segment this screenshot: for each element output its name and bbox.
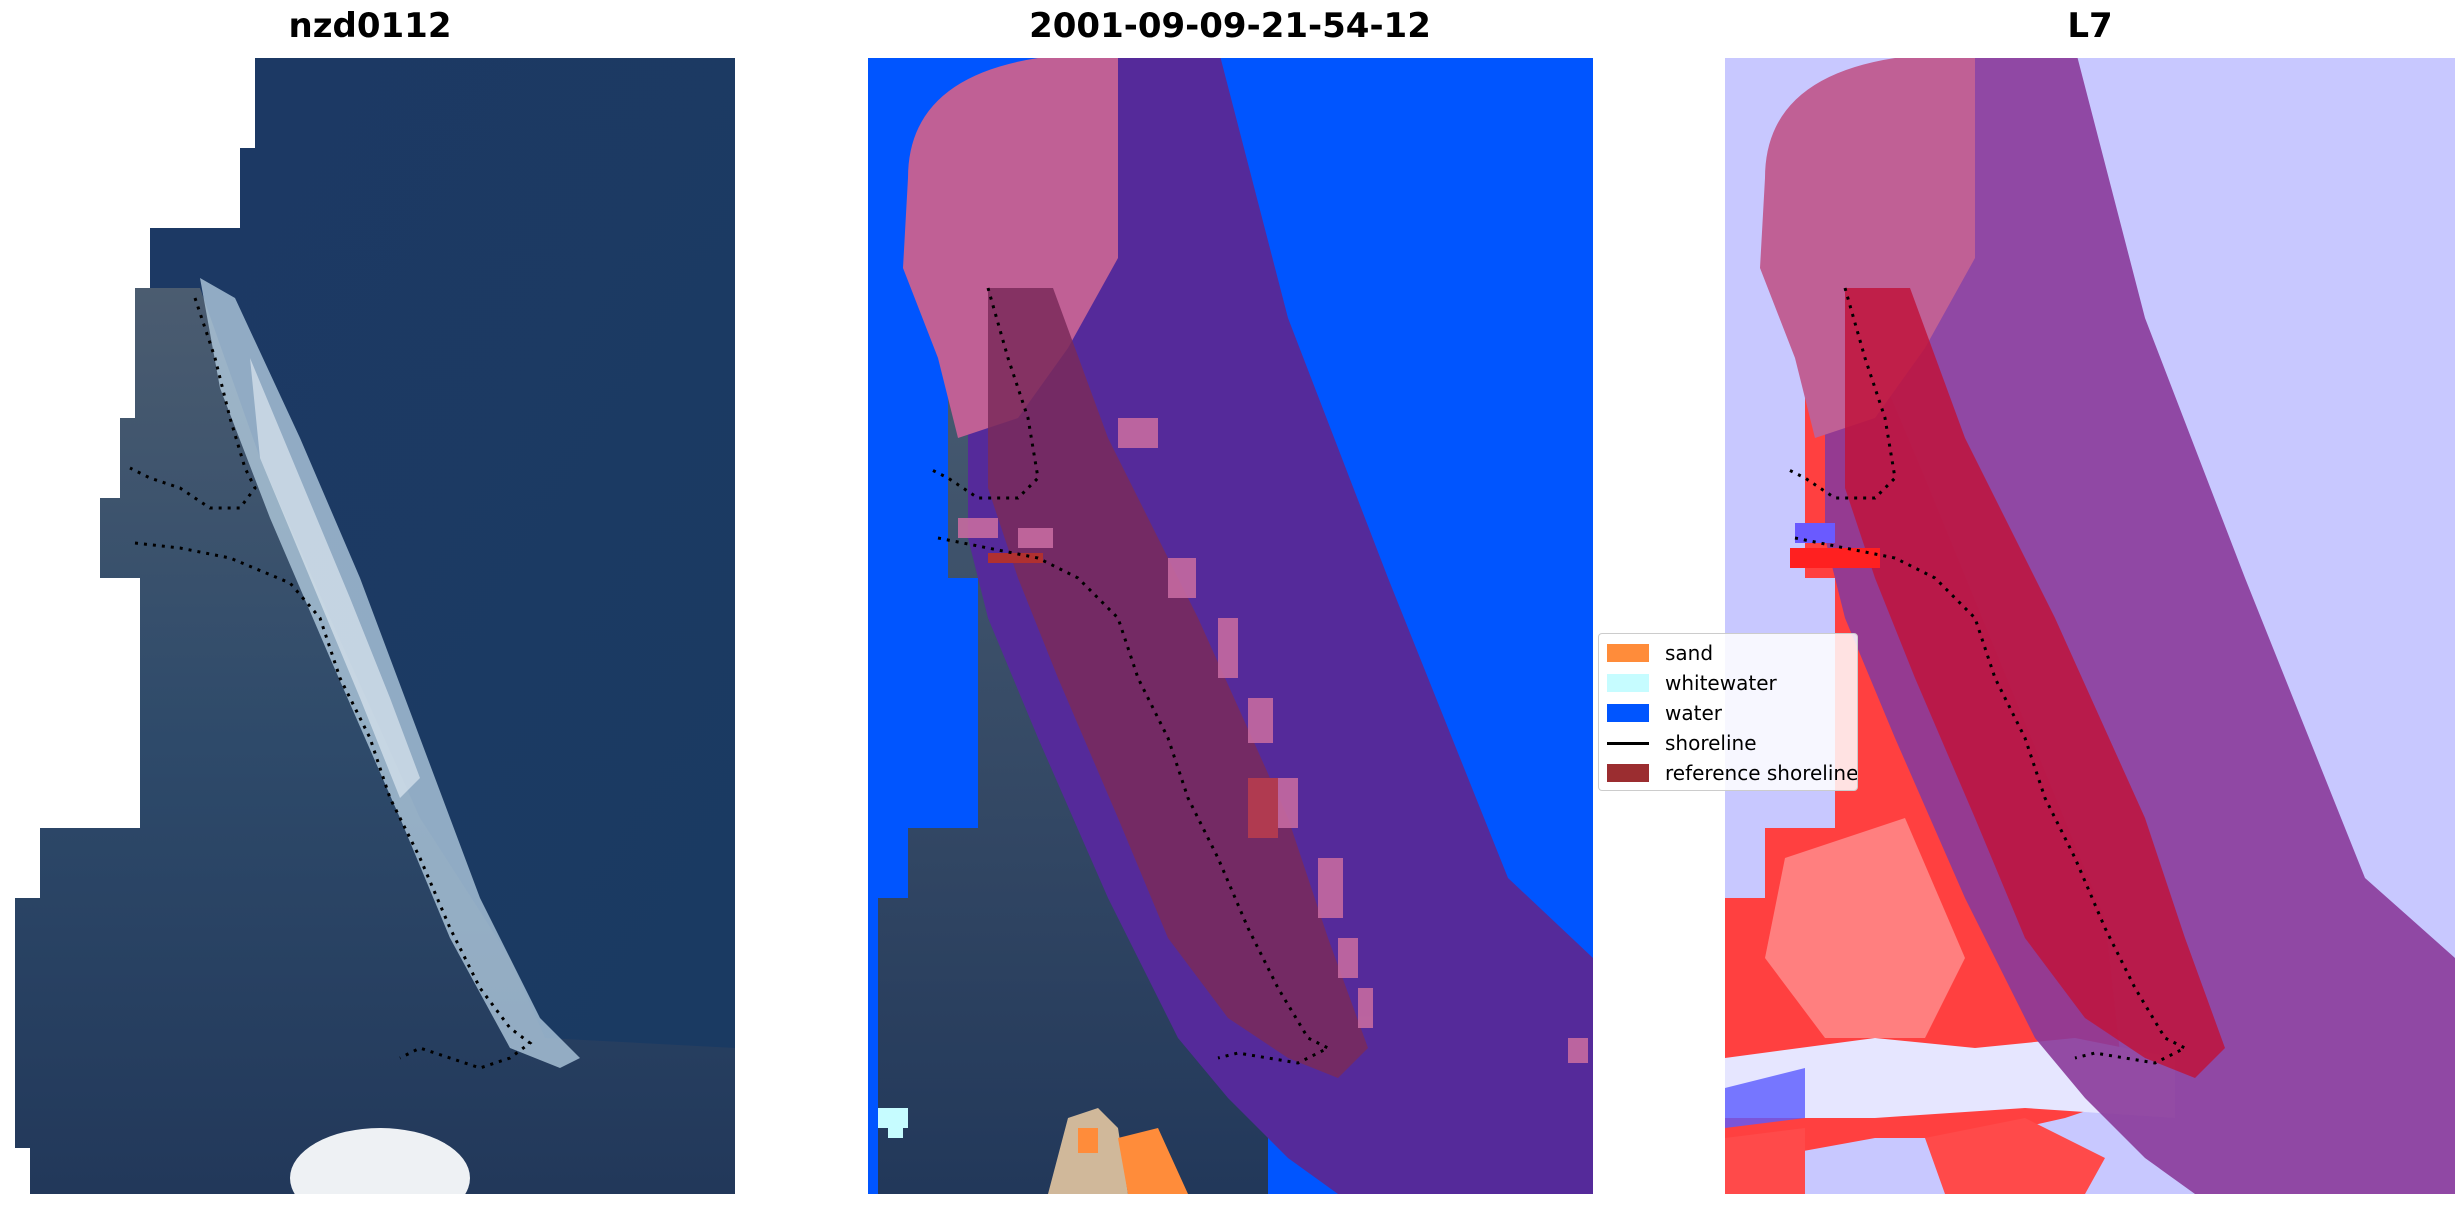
panel-title-satellite: L7 <box>2067 6 2113 46</box>
legend-swatch-reference-shoreline <box>1607 764 1649 782</box>
classification-panel <box>868 58 1593 1194</box>
shoreline <box>1784 287 1897 500</box>
legend-item-whitewater: whitewater <box>1607 670 1777 696</box>
index-image <box>1725 58 2455 1194</box>
legend-swatch-sand <box>1607 644 1649 662</box>
classified-sand-pixels <box>958 418 1588 1063</box>
legend-label-water: water <box>1665 701 1722 725</box>
shoreline <box>927 287 1040 500</box>
legend-swatch-water <box>1607 704 1649 722</box>
legend-item-reference-shoreline: reference shoreline <box>1607 760 1858 786</box>
classification-image <box>868 58 1593 1194</box>
whitewater-pixels <box>1248 778 1278 838</box>
buffer-zone <box>968 58 1593 1194</box>
legend-label-shoreline: shoreline <box>1665 731 1757 755</box>
reference-shoreline-region <box>1845 288 2225 1078</box>
rgb-image-panel <box>0 58 735 1194</box>
reference-shoreline-1 <box>129 297 257 510</box>
reference-shoreline-2 <box>134 541 533 1070</box>
legend-line-shoreline <box>1607 741 1649 745</box>
legend-label-whitewater: whitewater <box>1665 671 1777 695</box>
legend-item-shoreline: shoreline <box>1607 730 1757 756</box>
legend: sand whitewater water shoreline referenc… <box>1598 633 1858 791</box>
reference-shoreline-region <box>988 288 1368 1078</box>
index-panel <box>1725 58 2455 1194</box>
legend-label-reference-shoreline: reference shoreline <box>1665 761 1858 785</box>
rgb-image <box>15 58 735 1194</box>
cloud <box>290 1128 470 1194</box>
legend-swatch-whitewater <box>1607 674 1649 692</box>
legend-item-water: water <box>1607 700 1722 726</box>
panel-title-image: nzd0112 <box>288 6 452 46</box>
panel-title-date: 2001-09-09-21-54-12 <box>1029 6 1431 46</box>
buffer-zone <box>1825 58 2455 1194</box>
legend-item-sand: sand <box>1607 640 1713 666</box>
legend-label-sand: sand <box>1665 641 1714 665</box>
